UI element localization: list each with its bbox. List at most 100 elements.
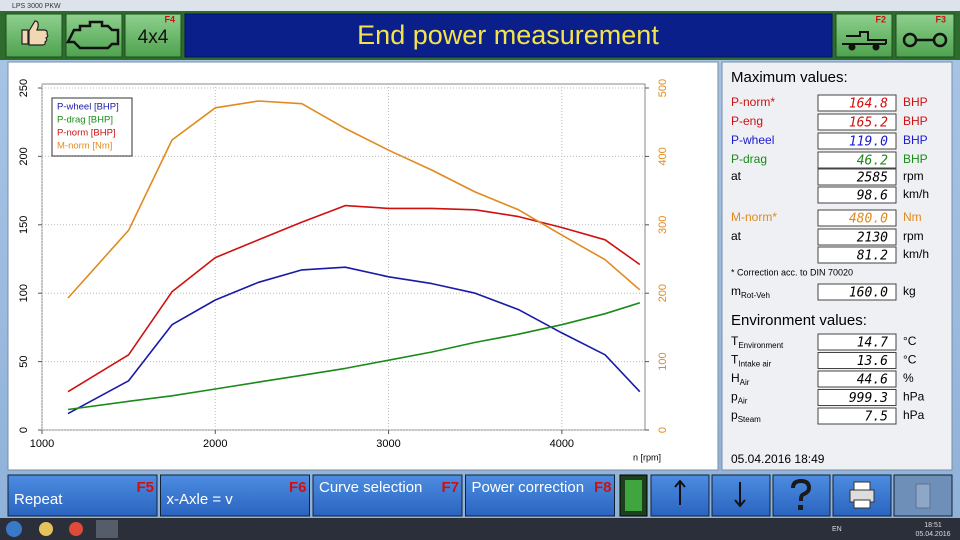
label-main: at xyxy=(731,169,742,183)
y-tick-label: 50 xyxy=(18,355,30,367)
trailer-button[interactable]: F2 xyxy=(835,13,893,58)
clock-time: 18:51 xyxy=(924,522,942,529)
value-unit: °C xyxy=(903,334,917,348)
window-title: LPS 3000 PKW xyxy=(12,3,61,10)
label-main: P-drag xyxy=(731,152,767,166)
down-button[interactable] xyxy=(711,474,771,517)
legend-entry: M-norm [Nm] xyxy=(57,141,112,152)
value-label: mRot-Veh xyxy=(731,284,770,300)
label-main: P-norm* xyxy=(731,95,775,109)
explorer-icon[interactable] xyxy=(39,522,53,536)
value-unit: BHP xyxy=(903,114,928,128)
value-unit: rpm xyxy=(903,229,924,243)
series-line xyxy=(67,100,641,299)
timestamp: 05.04.2016 18:49 xyxy=(731,452,825,466)
x-tick-label: 4000 xyxy=(550,438,574,450)
key-label: F3 xyxy=(935,14,946,24)
function-key[interactable]: Curve selection F7 xyxy=(312,474,463,517)
function-keys: Repeat F5 x-Axle = v F6 Curve selection F7 Pow… xyxy=(7,474,615,517)
y2-tick-label: 200 xyxy=(657,284,669,302)
browser-icon[interactable] xyxy=(69,522,83,536)
x-axis-label: n [rpm] xyxy=(633,452,661,462)
key-shortcut: F5 xyxy=(136,479,154,496)
value: 160.0 xyxy=(849,286,888,301)
label-sub: Air xyxy=(740,378,750,387)
value-unit: Nm xyxy=(903,210,922,224)
value: 13.6 xyxy=(857,354,888,369)
label-main: P-wheel xyxy=(731,133,774,147)
value-unit: % xyxy=(903,371,914,385)
series-line xyxy=(67,204,641,393)
function-key[interactable]: Power correction F8 xyxy=(465,474,615,517)
y-tick-label: 150 xyxy=(18,216,30,234)
value-unit: BHP xyxy=(903,95,928,109)
key-label: Repeat xyxy=(14,491,63,508)
section-title: Maximum values: xyxy=(731,69,848,86)
section-title: Environment values: xyxy=(731,312,867,329)
label-sub: Rot-Veh xyxy=(741,291,770,300)
value-box xyxy=(817,246,897,264)
y-tick-label: 200 xyxy=(18,147,30,165)
value-unit: km/h xyxy=(903,247,929,261)
value: 46.2 xyxy=(857,154,888,169)
key-shortcut: F8 xyxy=(594,479,612,496)
plot-frame xyxy=(41,83,646,431)
key-label: Curve selection xyxy=(319,479,422,496)
up-button[interactable] xyxy=(650,474,710,517)
key-label: Power correction xyxy=(472,479,585,496)
key-background xyxy=(160,474,310,517)
label-sub: Air xyxy=(738,397,748,406)
value: 2130 xyxy=(857,231,888,246)
value-box xyxy=(817,151,897,169)
value-label: M-norm* xyxy=(731,210,777,224)
drive-4x4-button[interactable]: 4x4 F4 xyxy=(124,13,182,58)
key-label: F2 xyxy=(875,14,886,24)
y2-tick-label: 400 xyxy=(657,147,669,165)
function-key[interactable]: Repeat F5 xyxy=(7,474,158,517)
key-background xyxy=(465,474,615,517)
value-unit: km/h xyxy=(903,187,929,201)
values: Maximum values: P-norm* 164.8 BHP P-eng 165.2… xyxy=(731,69,929,466)
axle-button[interactable]: F3 xyxy=(895,13,955,58)
taskbar-icons xyxy=(39,520,118,538)
label-main: at xyxy=(731,229,742,243)
value-label: HAir xyxy=(731,371,750,387)
thumb-button[interactable] xyxy=(5,13,63,58)
x-tick-label: 3000 xyxy=(376,438,400,450)
delete-button[interactable] xyxy=(893,474,953,517)
value-box xyxy=(817,113,897,131)
value-box xyxy=(817,389,897,406)
help-button[interactable] xyxy=(772,474,831,517)
y-tick-label: 250 xyxy=(18,79,30,97)
footnote: * Correction acc. to DIN 70020 xyxy=(731,267,853,277)
value-box xyxy=(817,186,897,204)
value-label: P-eng xyxy=(731,114,763,128)
value-unit: BHP xyxy=(903,152,928,166)
button-label: 4x4 xyxy=(138,27,169,48)
value: 44.6 xyxy=(857,373,888,388)
value: 480.0 xyxy=(849,212,888,227)
value: 165.2 xyxy=(849,116,888,131)
engine-button[interactable] xyxy=(65,13,123,58)
y2-tick-label: 0 xyxy=(657,427,669,433)
value-box xyxy=(817,132,897,150)
screen-title-box xyxy=(184,13,833,58)
label-main: T xyxy=(731,353,739,367)
function-key[interactable]: x-Axle = v F6 xyxy=(160,474,310,517)
label-sub: Intake air xyxy=(738,360,771,369)
label-main: M-norm* xyxy=(731,210,777,224)
x-tick-label: 1000 xyxy=(30,438,54,450)
value-label: pSteam xyxy=(731,408,761,424)
taskbar xyxy=(0,518,960,540)
start-button[interactable] xyxy=(6,521,22,537)
value-unit: hPa xyxy=(903,390,925,404)
key-background xyxy=(312,474,463,517)
app-icon[interactable] xyxy=(96,520,118,538)
print-button[interactable] xyxy=(832,474,892,517)
y2-tick-label: 300 xyxy=(657,216,669,234)
status-led xyxy=(625,480,642,511)
value-box xyxy=(817,168,897,186)
key-label: x-Axle = v xyxy=(167,491,234,508)
value-unit: hPa xyxy=(903,408,925,422)
